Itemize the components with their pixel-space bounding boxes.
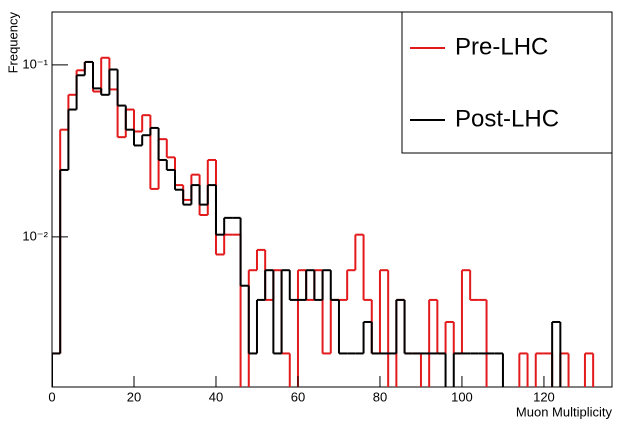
plot-area bbox=[52, 56, 595, 387]
plot-frame bbox=[51, 11, 613, 388]
y-tick-label: 10⁻² bbox=[22, 228, 48, 243]
x-tick-label: 20 bbox=[127, 389, 141, 404]
x-tick-label: 40 bbox=[209, 389, 223, 404]
legend-label: Pre-LHC bbox=[455, 33, 548, 60]
y-tick-label: 10⁻¹ bbox=[22, 56, 48, 71]
x-tick-label: 0 bbox=[48, 389, 55, 404]
x-tick-label: 60 bbox=[291, 389, 305, 404]
x-tick-label: 100 bbox=[451, 389, 473, 404]
legend-box bbox=[401, 11, 613, 154]
x-tick-label: 80 bbox=[373, 389, 387, 404]
legend-label: Post-LHC bbox=[455, 105, 559, 132]
x-axis-label: Muon Multiplicity bbox=[516, 404, 613, 419]
x-tick-label: 120 bbox=[533, 389, 555, 404]
y-axis-label: Frequency bbox=[5, 12, 20, 74]
